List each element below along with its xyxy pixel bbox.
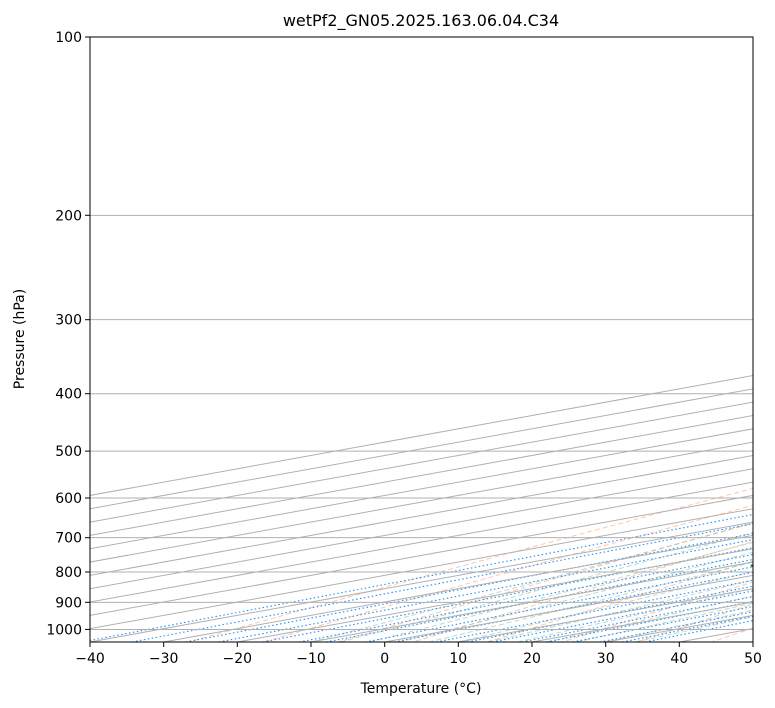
x-tick-label: 30 (597, 651, 615, 667)
y-tick-label: 900 (55, 595, 82, 611)
y-tick-label: 1000 (46, 622, 82, 638)
x-tick-label: 40 (670, 651, 688, 667)
x-tick-label: 50 (744, 651, 762, 667)
x-tick-label: −20 (223, 651, 253, 667)
x-tick-label: −30 (149, 651, 179, 667)
y-tick-label: 400 (55, 387, 82, 403)
y-tick-label: 200 (55, 208, 82, 224)
x-axis-label: Temperature (°C) (360, 681, 482, 697)
x-tick-label: −40 (75, 651, 105, 667)
chart-title: wetPf2_GN05.2025.163.06.04.C34 (283, 11, 559, 31)
y-tick-label: 300 (55, 313, 82, 329)
y-axis-label: Pressure (hPa) (12, 289, 28, 389)
x-tick-label: 0 (380, 651, 389, 667)
x-tick-label: 10 (449, 651, 467, 667)
y-tick-label: 500 (55, 444, 82, 460)
y-tick-label: 800 (55, 565, 82, 581)
x-tick-label: −10 (296, 651, 326, 667)
y-tick-label: 700 (55, 531, 82, 547)
y-tick-label: 600 (55, 491, 82, 507)
x-tick-label: 20 (523, 651, 541, 667)
y-tick-label: 100 (55, 30, 82, 46)
